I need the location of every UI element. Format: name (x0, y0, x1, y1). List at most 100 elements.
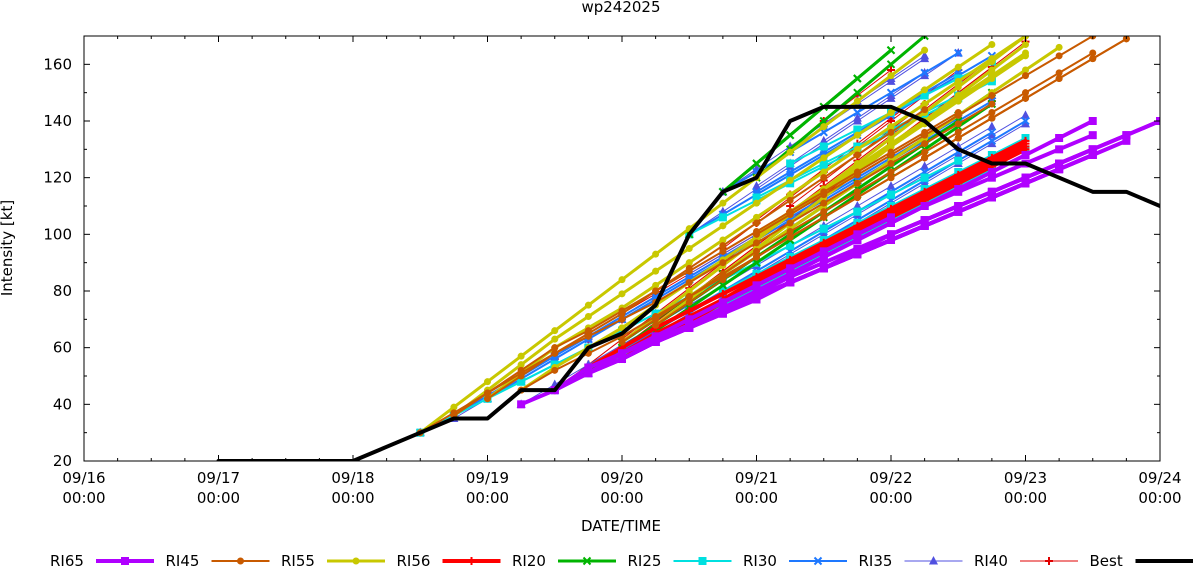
data-point-ri45 (1055, 75, 1063, 82)
x-tick-date: 09/16 (62, 469, 105, 487)
data-point-ri65 (618, 349, 626, 358)
series-line-ri45 (452, 111, 960, 417)
legend-marker-ri65 (121, 557, 129, 565)
series-line-ri45 (486, 103, 993, 400)
data-point-ri35 (886, 76, 896, 85)
data-point-ri20 (886, 60, 896, 69)
data-point-ri55 (887, 123, 895, 131)
data-point-ri55 (618, 290, 626, 298)
data-point-ri45 (753, 239, 760, 247)
x-tick-date: 09/24 (1138, 469, 1181, 487)
data-point-ri55 (887, 72, 895, 80)
series-line-ri45 (419, 108, 926, 434)
data-point-ri45 (753, 253, 760, 261)
x-tick-date: 09/21 (735, 469, 778, 487)
data-point-ri65 (1021, 173, 1030, 182)
data-point-ri45 (853, 194, 861, 201)
data-point-ri55 (921, 46, 929, 54)
data-point-ri45 (1022, 72, 1029, 80)
data-point-ri45 (652, 287, 660, 295)
data-point-ri55 (786, 177, 794, 184)
y-tick-label: 60 (53, 339, 72, 357)
data-point-ri25 (786, 241, 795, 250)
data-point-ri45 (685, 293, 693, 301)
series-line-ri65 (586, 215, 893, 376)
x-tick-date: 09/22 (869, 469, 912, 487)
y-axis-label: Intensity [kt] (0, 200, 16, 296)
data-point-ri65 (920, 221, 929, 230)
data-point-ri30 (954, 48, 963, 58)
data-point-ri30 (1021, 116, 1030, 126)
data-point-ri45 (988, 92, 996, 99)
data-point-ri45 (853, 188, 861, 196)
data-point-ri35 (953, 150, 963, 159)
data-point-ri65 (1055, 165, 1064, 174)
data-point-ri45 (719, 242, 727, 250)
data-point-ri55 (685, 287, 693, 295)
data-point-ri25 (752, 193, 761, 202)
data-point-ri65 (618, 355, 626, 363)
data-point-ri45 (954, 128, 962, 136)
data-point-ri45 (853, 179, 861, 187)
data-point-ri45 (921, 140, 929, 148)
data-point-ri25 (920, 173, 929, 182)
x-tick-time: 00:00 (735, 489, 778, 507)
data-point-ri65 (920, 216, 929, 225)
data-point-ri45 (1055, 69, 1063, 77)
data-point-ri45 (551, 344, 559, 352)
data-point-ri65 (752, 287, 761, 295)
data-point-ri55 (753, 213, 760, 221)
data-point-ri45 (753, 230, 760, 238)
legend-label-ri56: RI56 (397, 552, 431, 567)
data-point-ri45 (753, 247, 760, 255)
data-point-ri55 (820, 123, 828, 131)
data-point-ri55 (584, 301, 592, 309)
x-tick-time: 00:00 (197, 489, 240, 507)
series-line-ri35 (756, 72, 926, 187)
legend-marker-ri30 (813, 556, 823, 566)
data-point-ri45 (551, 349, 559, 357)
data-point-ri55 (719, 222, 727, 230)
x-tick-time: 00:00 (869, 489, 912, 507)
legend-label-ri40: RI40 (974, 552, 1008, 567)
data-point-ri55 (786, 148, 794, 156)
data-point-ri55 (1055, 43, 1063, 51)
y-tick-label: 20 (53, 452, 72, 470)
x-tick-date: 09/18 (331, 469, 374, 487)
data-point-ri55 (517, 361, 525, 369)
data-point-ri45 (685, 279, 693, 286)
data-point-ri35 (920, 161, 930, 170)
data-point-ri45 (719, 259, 727, 267)
data-point-ri30 (987, 136, 997, 146)
data-point-ri35 (987, 138, 997, 148)
legend-label-ri20: RI20 (512, 552, 546, 567)
data-point-ri35 (886, 90, 896, 99)
data-point-ri45 (887, 168, 895, 176)
data-point-ri55 (820, 168, 828, 176)
data-point-ri45 (921, 131, 929, 139)
data-point-ri55 (652, 281, 660, 289)
data-point-ri35 (987, 130, 997, 139)
data-point-ri45 (820, 213, 828, 221)
data-point-ri55 (853, 145, 861, 153)
data-point-ri45 (652, 321, 660, 329)
data-point-ri45 (1022, 94, 1029, 102)
data-point-ri65 (752, 281, 761, 290)
data-point-ri65 (887, 213, 895, 222)
x-tick-date: 09/23 (1004, 469, 1047, 487)
data-point-ri35 (819, 229, 829, 238)
data-point-ri25 (920, 91, 929, 100)
data-point-ri25 (718, 213, 727, 222)
data-point-ri65 (1055, 134, 1064, 142)
data-point-ri55 (652, 250, 660, 258)
y-tick-label: 160 (43, 55, 72, 73)
data-point-ri55 (853, 131, 861, 139)
data-point-ri65 (786, 278, 795, 287)
legend-marker-ri20 (582, 556, 592, 566)
data-point-ri45 (1089, 55, 1097, 63)
data-point-ri55 (551, 335, 559, 343)
data-point-ri65 (718, 304, 727, 312)
data-point-ri55 (584, 313, 592, 320)
legend-label-ri55: RI55 (281, 552, 315, 567)
legend-label-ri25: RI25 (628, 552, 662, 567)
